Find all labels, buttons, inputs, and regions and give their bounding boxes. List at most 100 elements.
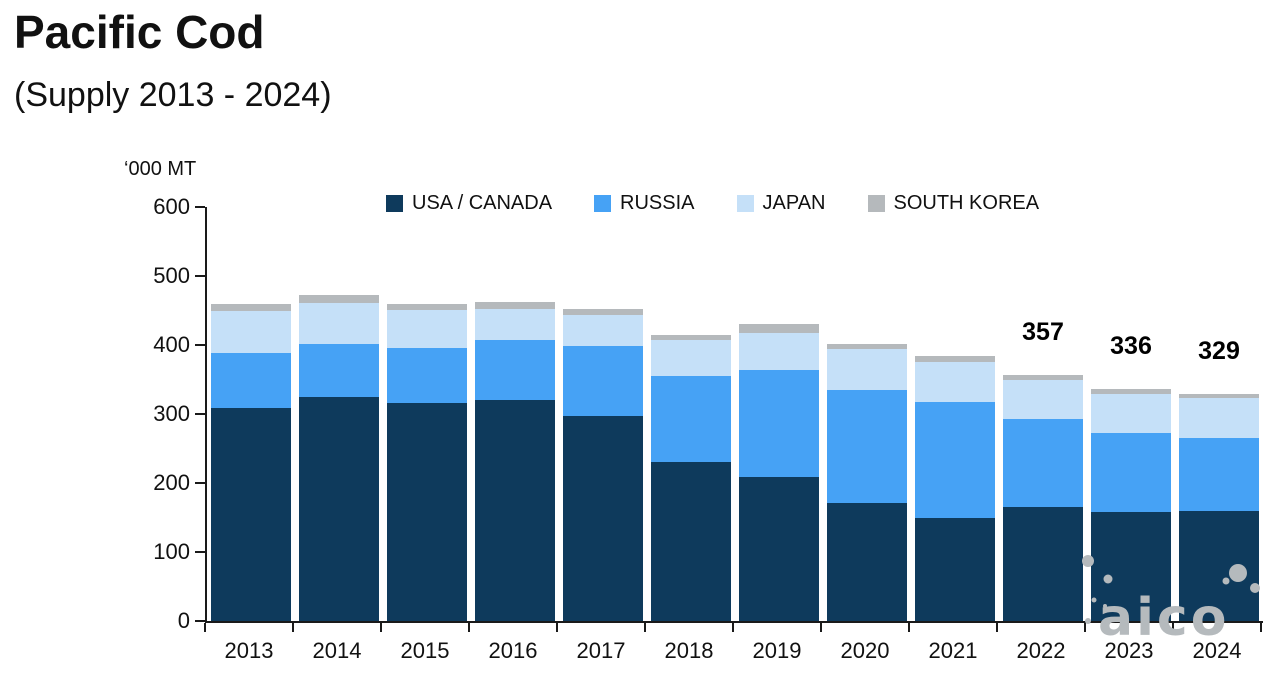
x-tick-mark-8 <box>908 623 910 632</box>
bar-2018 <box>651 335 731 621</box>
bar-segment-2020-usa-canada <box>827 503 907 621</box>
x-tick-label-2024: 2024 <box>1192 638 1242 663</box>
x-tick-label-2022: 2022 <box>1016 638 1066 663</box>
y-tick-mark-0 <box>195 620 205 622</box>
legend-swatch-japan <box>736 195 754 212</box>
y-tick-mark-600 <box>195 206 205 208</box>
x-tick-label-2018: 2018 <box>664 638 714 663</box>
x-tick-mark-5 <box>644 623 646 632</box>
x-tick-mark-6 <box>732 623 734 632</box>
y-tick-label-100: 100 <box>153 539 190 564</box>
bar-segment-2024-south-korea <box>1179 394 1259 399</box>
legend-item-japan: JAPAN <box>736 192 826 215</box>
y-axis-unit-label: ‘000 MT <box>124 158 197 180</box>
bar-segment-2023-russia <box>1091 433 1171 512</box>
bar-segment-2017-russia <box>563 345 643 417</box>
bar-segment-2013-south-korea <box>211 303 291 311</box>
bar-segment-2019-south-korea <box>739 323 819 333</box>
chart-title: Pacific Cod <box>14 6 265 58</box>
x-tick-mark-12 <box>1260 623 1262 632</box>
y-tick-mark-200 <box>195 482 205 484</box>
bar-2016 <box>475 301 555 621</box>
y-tick-label-300: 300 <box>153 401 190 426</box>
bar-2014 <box>299 294 379 621</box>
legend-swatch-south-korea <box>867 195 885 212</box>
bar-segment-2015-russia <box>387 348 467 403</box>
bar-2021 <box>915 356 995 621</box>
chart-subtitle: (Supply 2013 - 2024) <box>14 76 332 114</box>
x-tick-mark-11 <box>1172 623 1174 632</box>
bar-segment-2015-south-korea <box>387 303 467 310</box>
bar-segment-2024-japan <box>1179 398 1259 439</box>
legend-label-japan: JAPAN <box>762 192 826 214</box>
x-tick-mark-2 <box>380 623 382 632</box>
x-tick-label-2020: 2020 <box>840 638 890 663</box>
y-tick-mark-300 <box>195 413 205 415</box>
bar-segment-2018-japan <box>651 340 731 377</box>
bar-segment-2022-usa-canada <box>1003 507 1083 621</box>
bar-segment-2015-japan <box>387 309 467 349</box>
bar-2013 <box>211 303 291 621</box>
x-tick-label-2013: 2013 <box>224 638 274 663</box>
bar-segment-2016-usa-canada <box>475 399 555 621</box>
x-tick-label-2015: 2015 <box>400 638 450 663</box>
plot-area: 357 336 329 <box>205 207 1263 623</box>
bar-segment-2018-south-korea <box>651 335 731 341</box>
bar-segment-2023-south-korea <box>1091 389 1171 394</box>
total-label-2024: 329 <box>1198 337 1240 365</box>
x-tick-mark-0 <box>204 623 206 632</box>
x-tick-mark-7 <box>820 623 822 632</box>
legend-item-russia: RUSSIA <box>594 192 695 215</box>
bar-segment-2019-japan <box>739 332 819 370</box>
legend-label-south-korea: SOUTH KOREA <box>893 192 1040 214</box>
bar-segment-2024-russia <box>1179 438 1259 511</box>
x-tick-label-2019: 2019 <box>752 638 802 663</box>
x-tick-label-2021: 2021 <box>928 638 978 663</box>
legend-item-south-korea: SOUTH KOREA <box>867 192 1040 215</box>
legend: USA / CANADA RUSSIA JAPAN SOUTH KOREA <box>386 192 1039 215</box>
legend-swatch-usa-canada <box>386 195 403 212</box>
bar-2015 <box>387 303 467 621</box>
bar-segment-2016-russia <box>475 339 555 400</box>
bar-2024 <box>1179 394 1259 621</box>
x-tick-mark-4 <box>556 623 558 632</box>
y-tick-label-600: 600 <box>153 194 190 219</box>
bar-segment-2014-japan <box>299 302 379 344</box>
y-tick-label-0: 0 <box>177 608 190 633</box>
bar-segment-2020-russia <box>827 389 907 504</box>
bar-segment-2018-usa-canada <box>651 461 731 621</box>
legend-item-usa-canada: USA / CANADA <box>386 192 552 215</box>
bar-2022 <box>1003 374 1083 621</box>
bar-segment-2014-south-korea <box>299 294 379 303</box>
bars-group: 357 336 329 <box>207 207 1263 621</box>
x-tick-label-2017: 2017 <box>576 638 626 663</box>
bar-segment-2023-usa-canada <box>1091 511 1171 621</box>
y-tick-label-200: 200 <box>153 470 190 495</box>
total-label-2022: 357 <box>1022 317 1064 346</box>
legend-swatch-russia <box>594 195 612 212</box>
bar-segment-2017-south-korea <box>563 309 643 316</box>
bar-segment-2018-russia <box>651 376 731 462</box>
bar-segment-2019-usa-canada <box>739 476 819 621</box>
y-tick-label-400: 400 <box>153 332 190 357</box>
bar-segment-2016-south-korea <box>475 301 555 310</box>
x-tick-label-2016: 2016 <box>488 638 538 663</box>
bar-segment-2019-russia <box>739 369 819 477</box>
bar-segment-2014-usa-canada <box>299 396 379 621</box>
bar-2019 <box>739 323 819 621</box>
legend-label-usa-canada: USA / CANADA <box>412 192 553 214</box>
bar-segment-2024-usa-canada <box>1179 510 1259 621</box>
bar-segment-2013-usa-canada <box>211 408 291 621</box>
bar-segment-2022-japan <box>1003 380 1083 419</box>
bar-segment-2021-usa-canada <box>915 517 995 621</box>
bar-2017 <box>563 309 643 621</box>
y-tick-label-500: 500 <box>153 263 190 288</box>
bar-segment-2021-russia <box>915 401 995 518</box>
bar-segment-2017-usa-canada <box>563 416 643 621</box>
bar-segment-2017-japan <box>563 315 643 346</box>
bar-segment-2020-japan <box>827 349 907 390</box>
bar-segment-2023-japan <box>1091 394 1171 434</box>
bar-segment-2016-japan <box>475 309 555 340</box>
x-tick-mark-9 <box>996 623 998 632</box>
